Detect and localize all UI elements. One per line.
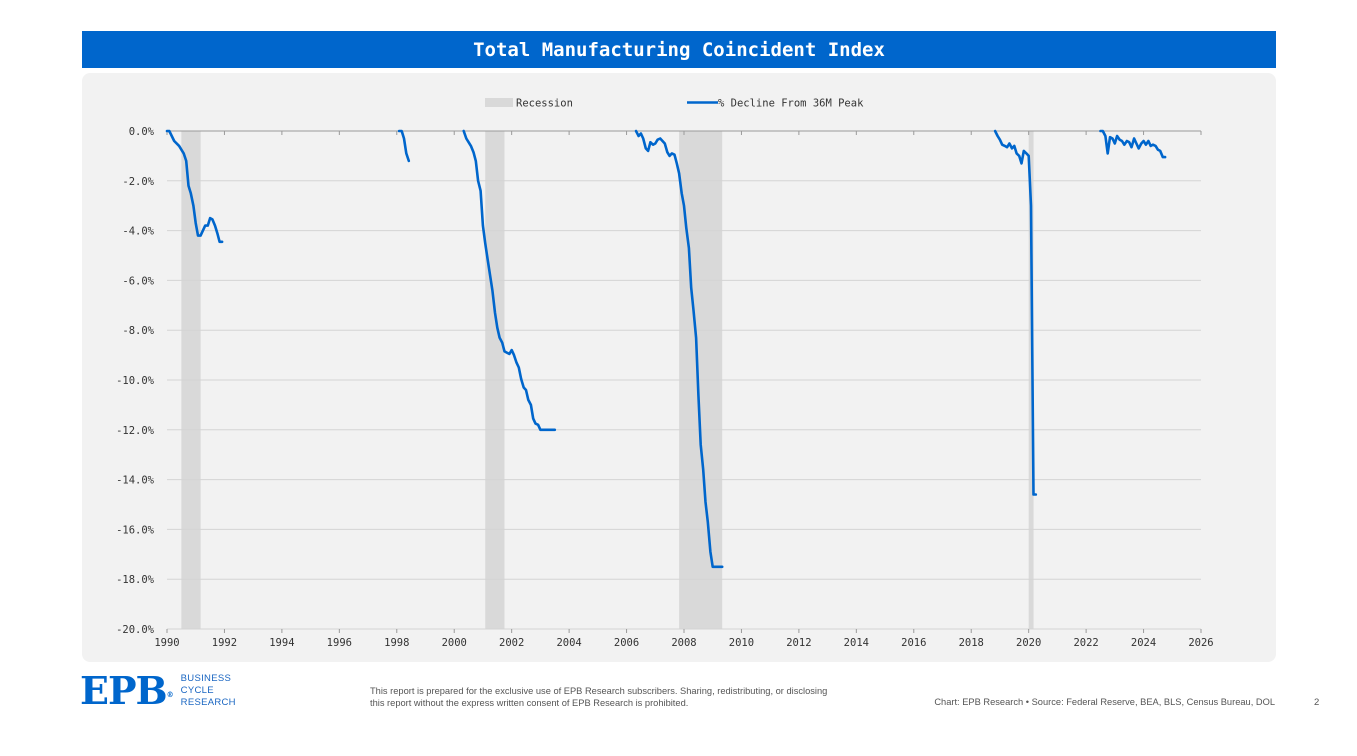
series-line-segment: [1099, 129, 1167, 159]
x-tick-label: 2010: [729, 637, 754, 649]
logo-mark: EPB®: [80, 672, 174, 710]
y-tick-label: -20.0%: [116, 624, 155, 636]
series-line-segment: [165, 129, 224, 244]
logo-word-research: RESEARCH: [180, 697, 236, 708]
logo-word-business: BUSINESS: [180, 673, 232, 684]
chart-svg: 0.0% -2.0% -4.0% -6.0% -8.0% -10.0% -12.0% -14.…: [116, 98, 1214, 650]
legend-label-decline: % Decline From 36M Peak: [718, 98, 864, 110]
x-tick-label: 2002: [499, 637, 524, 649]
y-tick-label: 0.0%: [129, 126, 155, 138]
logo-words: BUSINESS CYCLE RESEARCH: [181, 673, 236, 709]
x-tick-label: 2018: [959, 637, 984, 649]
page-number: 2: [1314, 697, 1320, 708]
x-tick-label: 2012: [786, 637, 811, 649]
x-tick-label: 2020: [1016, 637, 1041, 649]
x-tick-label: 1992: [212, 637, 237, 649]
chart-panel: 0.0% -2.0% -4.0% -6.0% -8.0% -10.0% -12.0% -14.…: [82, 73, 1276, 662]
series-line-segment: [993, 129, 1038, 496]
x-tick-label: 2022: [1073, 637, 1098, 649]
logo-text: EPB: [80, 668, 168, 713]
x-tick-label: 1990: [154, 637, 179, 649]
y-tick-label: -10.0%: [116, 375, 155, 387]
logo-word-cycle: CYCLE: [180, 685, 214, 696]
x-tick-label: 1998: [384, 637, 409, 649]
x-tick-label: 2014: [844, 637, 869, 649]
chart-title: Total Manufacturing Coincident Index: [82, 31, 1276, 68]
x-tick-label: 2004: [556, 637, 581, 649]
x-tick-label: 2008: [671, 637, 696, 649]
x-tick-label: 2024: [1131, 637, 1156, 649]
registered-mark: ®: [166, 690, 174, 699]
y-tick-label: -6.0%: [122, 275, 154, 287]
x-tick-label: 2026: [1188, 637, 1213, 649]
series-line-segment: [462, 129, 557, 432]
x-tick-label: 2000: [442, 637, 467, 649]
epb-logo: EPB® BUSINESS CYCLE RESEARCH: [80, 672, 236, 710]
y-tick-label: -18.0%: [116, 574, 155, 586]
x-tick-label: 1994: [269, 637, 294, 649]
legend-label-recession: Recession: [516, 98, 573, 110]
y-tick-label: -16.0%: [116, 524, 155, 536]
x-tick-label: 2006: [614, 637, 639, 649]
x-tick-label: 1996: [327, 637, 352, 649]
source-text: Chart: EPB Research • Source: Federal Re…: [934, 697, 1275, 707]
x-tick-label: 2016: [901, 637, 926, 649]
series-line-segment: [397, 129, 411, 163]
y-tick-label: -12.0%: [116, 425, 155, 437]
y-tick-label: -8.0%: [122, 325, 154, 337]
y-tick-label: -2.0%: [122, 176, 154, 188]
series-line-segment: [634, 129, 724, 569]
legend-swatch-recession: [485, 98, 513, 107]
y-tick-label: -14.0%: [116, 475, 155, 487]
y-tick-label: -4.0%: [122, 226, 154, 238]
disclaimer-text: This report is prepared for the exclusiv…: [370, 686, 828, 708]
